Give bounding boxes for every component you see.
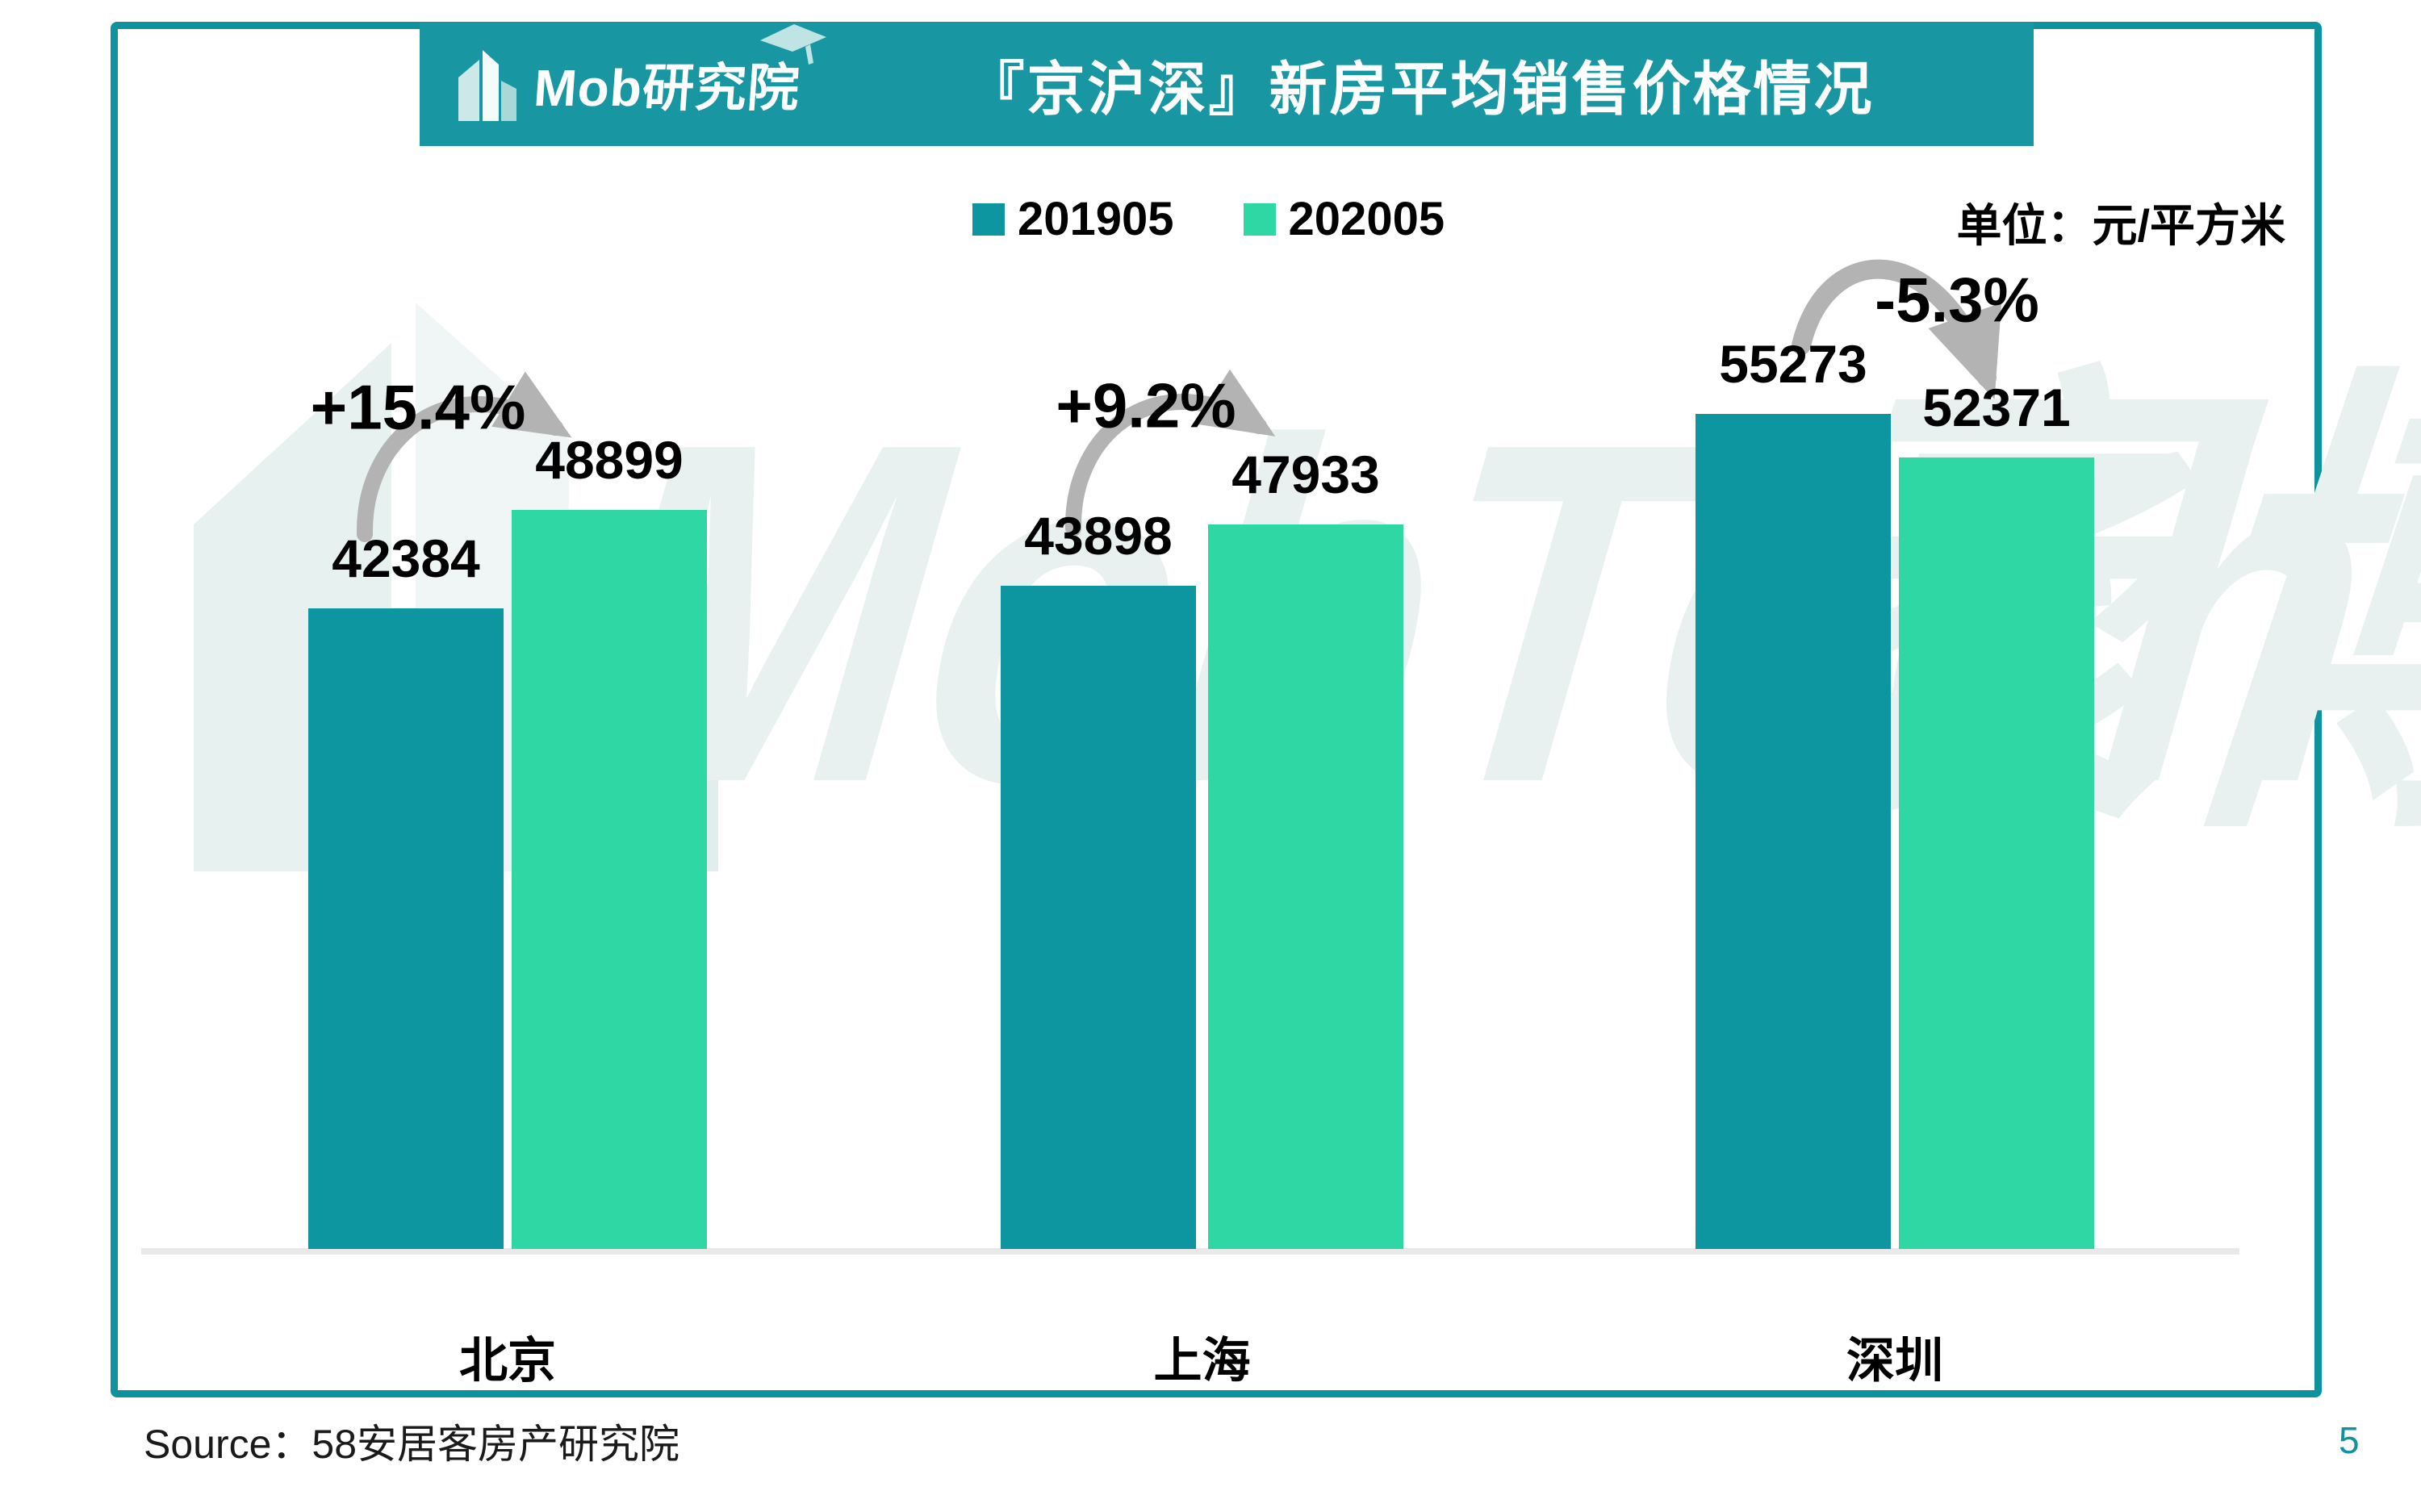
page-number: 5	[2339, 1419, 2360, 1461]
graduation-cap-icon	[759, 24, 826, 65]
mob-logo: Mob研究院	[454, 24, 826, 124]
legend-label-201905: 201905	[1018, 193, 1174, 245]
bar-shenzhen-202005	[1899, 457, 2094, 1249]
change-label-beijing: +15.4%	[310, 371, 526, 443]
unit-label: 单位：元/平方米	[1956, 200, 2285, 251]
legend-item-202005: 202005	[1243, 192, 1445, 246]
value-label-beijing-201905: 42384	[332, 528, 480, 588]
chart-legend: 201905 202005	[972, 192, 1445, 246]
source-note: Source：58安居客房产研究院	[144, 1422, 680, 1467]
legend-swatch-202005	[1243, 203, 1276, 236]
bar-beijing-202005	[512, 510, 707, 1249]
slide-title: 『京沪深』新房平均销售价格情况	[966, 57, 1875, 123]
value-label-shenzhen-202005: 52371	[1922, 378, 2071, 437]
bar-beijing-201905	[308, 608, 504, 1249]
value-label-beijing-202005: 48899	[535, 430, 684, 490]
value-label-shanghai-202005: 47933	[1231, 445, 1380, 504]
change-label-shanghai: +9.2%	[1056, 370, 1236, 441]
category-label-shenzhen: 深圳	[1846, 1334, 1943, 1388]
value-label-shenzhen-201905: 55273	[1719, 334, 1867, 394]
bar-shanghai-201905	[1001, 586, 1196, 1249]
bar-shenzhen-201905	[1696, 414, 1891, 1249]
category-label-shanghai: 上海	[1153, 1334, 1251, 1388]
legend-label-202005: 202005	[1288, 193, 1445, 245]
mob-logo-building-icon	[458, 50, 516, 121]
change-label-shenzhen: -5.3%	[1875, 264, 2039, 336]
legend-item-201905: 201905	[972, 192, 1174, 246]
category-label-beijing: 北京	[459, 1334, 556, 1388]
header-band: Mob研究院 『京沪深』新房平均销售价格情况	[420, 22, 2034, 146]
x-axis-line	[141, 1248, 2239, 1255]
bar-shanghai-202005	[1208, 524, 1403, 1249]
value-label-shanghai-201905: 43898	[1024, 506, 1173, 566]
legend-swatch-201905	[972, 203, 1005, 236]
